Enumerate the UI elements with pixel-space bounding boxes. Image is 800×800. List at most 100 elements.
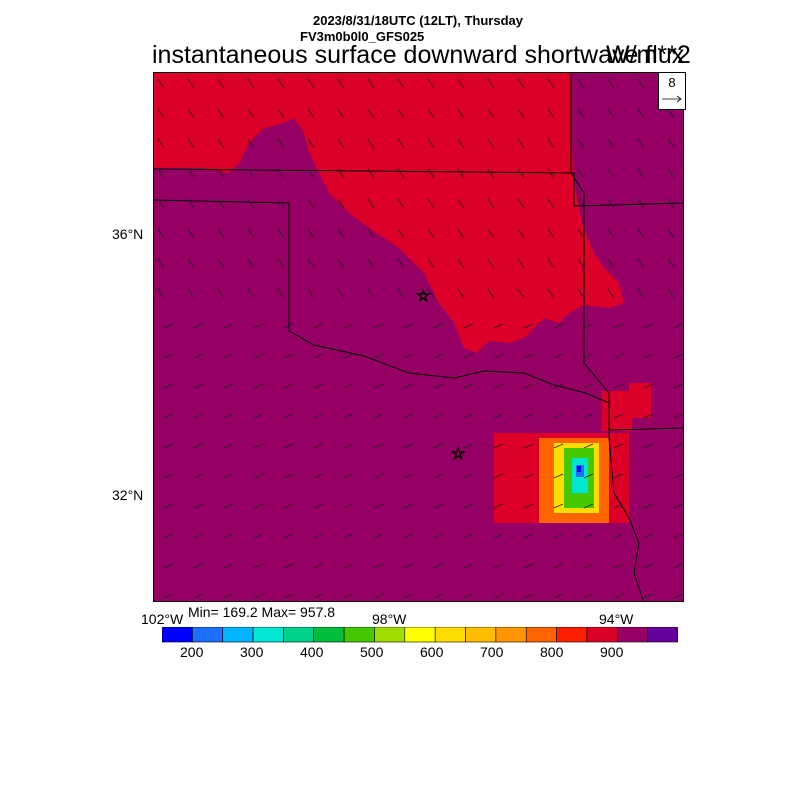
wind-arrow xyxy=(607,198,615,209)
wind-arrow xyxy=(523,503,534,509)
wind-arrow xyxy=(613,353,624,359)
colorbar-swatch xyxy=(283,627,315,643)
wind-arrow xyxy=(643,593,654,599)
wind-arrow xyxy=(607,138,615,149)
wind-arrow xyxy=(577,168,585,179)
wind-arrow xyxy=(403,443,414,449)
wind-arrow xyxy=(193,503,204,509)
wind-arrow xyxy=(583,323,594,329)
wind-arrow xyxy=(463,593,474,599)
wind-arrow xyxy=(553,503,564,509)
wind-arrow xyxy=(613,563,624,569)
colorbar-label: 900 xyxy=(600,644,624,660)
wind-arrow xyxy=(577,228,585,239)
wind-arrow xyxy=(157,288,165,299)
wind-arrow xyxy=(643,503,654,509)
wind-arrow xyxy=(493,323,504,329)
wind-arrow xyxy=(397,138,405,149)
colorbar-swatch xyxy=(556,627,588,643)
reference-arrow-icon xyxy=(662,95,682,103)
wind-arrow xyxy=(577,108,585,119)
wind-arrow xyxy=(247,138,255,149)
wind-arrow xyxy=(667,258,675,269)
wind-arrow xyxy=(643,413,654,419)
colorbar xyxy=(162,627,678,643)
valid-time-label: 2023/8/31/18UTC (12LT), Thursday xyxy=(312,13,523,28)
wind-arrow xyxy=(637,228,645,239)
wind-arrow xyxy=(217,288,225,299)
wind-arrow xyxy=(643,383,654,389)
wind-arrow xyxy=(487,198,495,209)
wind-arrow xyxy=(163,503,174,509)
wind-arrow xyxy=(433,473,444,479)
colorbar-swatch xyxy=(162,627,193,643)
wind-arrow xyxy=(187,138,195,149)
wind-arrow xyxy=(157,258,165,269)
wind-arrow xyxy=(187,258,195,269)
wind-arrow xyxy=(493,443,504,449)
wind-arrow xyxy=(403,383,414,389)
wind-arrow xyxy=(163,383,174,389)
wind-arrow xyxy=(403,353,414,359)
wind-arrow xyxy=(247,198,255,209)
wind-arrow xyxy=(373,443,384,449)
wind-arrow xyxy=(367,258,375,269)
wind-arrow xyxy=(307,78,315,89)
wind-arrow xyxy=(673,533,683,539)
wind-arrow xyxy=(193,563,204,569)
wind-arrow xyxy=(217,168,225,179)
wind-arrow xyxy=(613,383,624,389)
wind-arrow xyxy=(307,258,315,269)
wind-arrow xyxy=(487,288,495,299)
wind-arrow xyxy=(283,473,294,479)
wind-arrow xyxy=(253,503,264,509)
wind-arrow xyxy=(553,353,564,359)
wind-arrow xyxy=(373,593,384,599)
wind-arrow xyxy=(277,258,285,269)
wind-arrow xyxy=(187,108,195,119)
wind-arrow xyxy=(223,593,234,599)
wind-arrow xyxy=(487,168,495,179)
wind-arrow xyxy=(553,443,564,449)
wind-arrow xyxy=(313,533,324,539)
wind-arrow xyxy=(193,353,204,359)
wind-arrow xyxy=(313,473,324,479)
wind-arrow xyxy=(583,473,594,479)
wind-arrow xyxy=(463,413,474,419)
wind-arrow xyxy=(457,108,465,119)
wind-arrow xyxy=(553,323,564,329)
wind-arrow xyxy=(667,168,675,179)
wind-arrow xyxy=(277,198,285,209)
wind-arrow xyxy=(187,168,195,179)
wind-arrow xyxy=(613,473,624,479)
wind-arrow xyxy=(643,563,654,569)
wind-arrow xyxy=(367,168,375,179)
wind-arrow xyxy=(523,323,534,329)
wind-arrow xyxy=(427,78,435,89)
colorbar-swatch xyxy=(434,627,466,643)
wind-arrow xyxy=(283,413,294,419)
wind-arrow xyxy=(583,533,594,539)
wind-arrow xyxy=(487,258,495,269)
wind-arrow xyxy=(217,228,225,239)
wind-arrow xyxy=(277,78,285,89)
wind-arrow xyxy=(217,138,225,149)
wind-arrow xyxy=(673,413,683,419)
wind-arrow xyxy=(343,383,354,389)
colorbar-swatch xyxy=(222,627,254,643)
wind-arrow xyxy=(343,323,354,329)
wind-arrow xyxy=(337,168,345,179)
wind-arrow xyxy=(253,443,264,449)
colorbar-label: 200 xyxy=(180,644,204,660)
wind-arrow xyxy=(643,473,654,479)
wind-arrow xyxy=(547,198,555,209)
wind-arrow xyxy=(613,533,624,539)
wind-arrow xyxy=(433,323,444,329)
wind-arrow xyxy=(553,563,564,569)
wind-arrow xyxy=(253,533,264,539)
wind-arrow xyxy=(433,443,444,449)
wind-arrow xyxy=(607,228,615,239)
wind-arrow xyxy=(673,443,683,449)
wind-arrow xyxy=(547,78,555,89)
wind-arrow xyxy=(463,503,474,509)
